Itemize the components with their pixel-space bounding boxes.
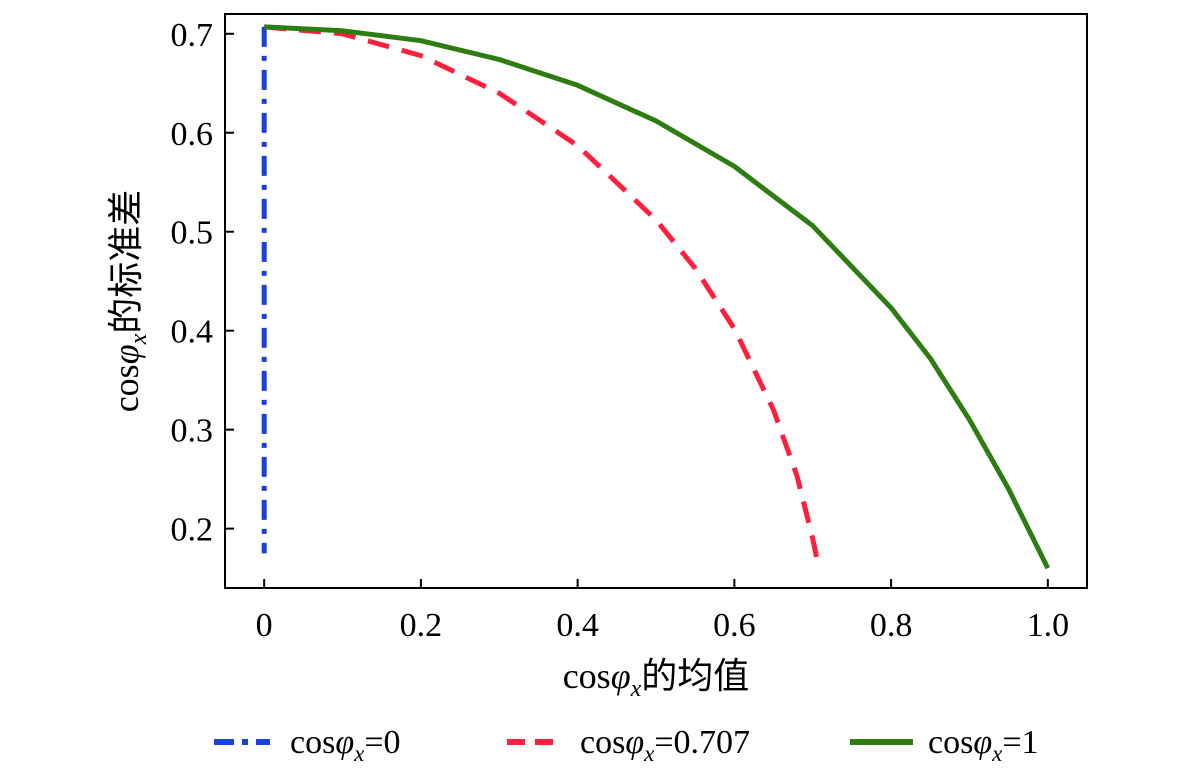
x-axis-title-subscript: x	[630, 676, 642, 702]
y-tick-label-0: 0.2	[171, 512, 214, 549]
y-tick-label-3: 0.5	[171, 215, 214, 252]
legend-label-s2: cosφx=1	[928, 724, 1039, 766]
legend-s2-prefix: cos	[928, 724, 973, 761]
x-tick-label-3: 0.6	[713, 607, 756, 644]
legend-s1-prefix: cos	[580, 724, 625, 761]
x-tick-label-4: 0.8	[870, 607, 913, 644]
y-axis-title-prefix: cos	[106, 364, 146, 412]
y-tick-label-1: 0.3	[171, 413, 214, 450]
x-tick-label-1: 0.2	[400, 607, 443, 644]
y-tick-label-4: 0.6	[171, 116, 214, 153]
legend-label-s1: cosφx=0.707	[580, 724, 750, 766]
legend-s0-subscript: x	[353, 741, 365, 766]
x-tick-label-5: 1.0	[1027, 607, 1070, 644]
legend-label-s0: cosφx=0	[290, 724, 401, 766]
y-axis-title-symbol: φ	[106, 344, 146, 364]
x-tick-label-2: 0.4	[556, 607, 599, 644]
x-tick-label-0: 0	[256, 607, 273, 644]
legend-s2-suffix: =1	[1002, 724, 1038, 761]
series-line-s2	[264, 24, 1051, 570]
plot-frame	[224, 13, 1088, 589]
legend-s1-subscript: x	[643, 741, 655, 766]
legend-s0-prefix: cos	[290, 724, 335, 761]
y-axis-title: cosφx的标准差	[106, 190, 152, 413]
legend: cosφx=0 cosφx=0.707 cosφx=1	[214, 724, 1039, 766]
series-line-s1	[263, 24, 821, 566]
legend-s1-suffix: =0.707	[654, 724, 750, 761]
axis-ticks: 0 0.2 0.4 0.6 0.8 1.0 0.2 0.3 0.4 0.5 0.6 0.7	[171, 17, 1070, 644]
legend-s2-symbol: φ	[973, 724, 992, 761]
legend-s0-suffix: =0	[364, 724, 400, 761]
legend-s1-symbol: φ	[625, 724, 644, 761]
y-axis-title-suffix: 的标准差	[106, 190, 146, 334]
x-axis-title-suffix: 的均值	[641, 656, 749, 696]
y-tick-label-5: 0.7	[171, 17, 214, 54]
y-axis-title-subscript: x	[126, 333, 152, 345]
legend-s0-symbol: φ	[335, 724, 354, 761]
x-axis-title-prefix: cos	[563, 656, 611, 696]
x-axis-title: cosφx的均值	[563, 656, 750, 702]
legend-s2-subscript: x	[991, 741, 1003, 766]
plot-lines	[261, 24, 1051, 570]
x-axis-title-symbol: φ	[611, 656, 631, 696]
y-tick-label-2: 0.4	[171, 314, 214, 351]
